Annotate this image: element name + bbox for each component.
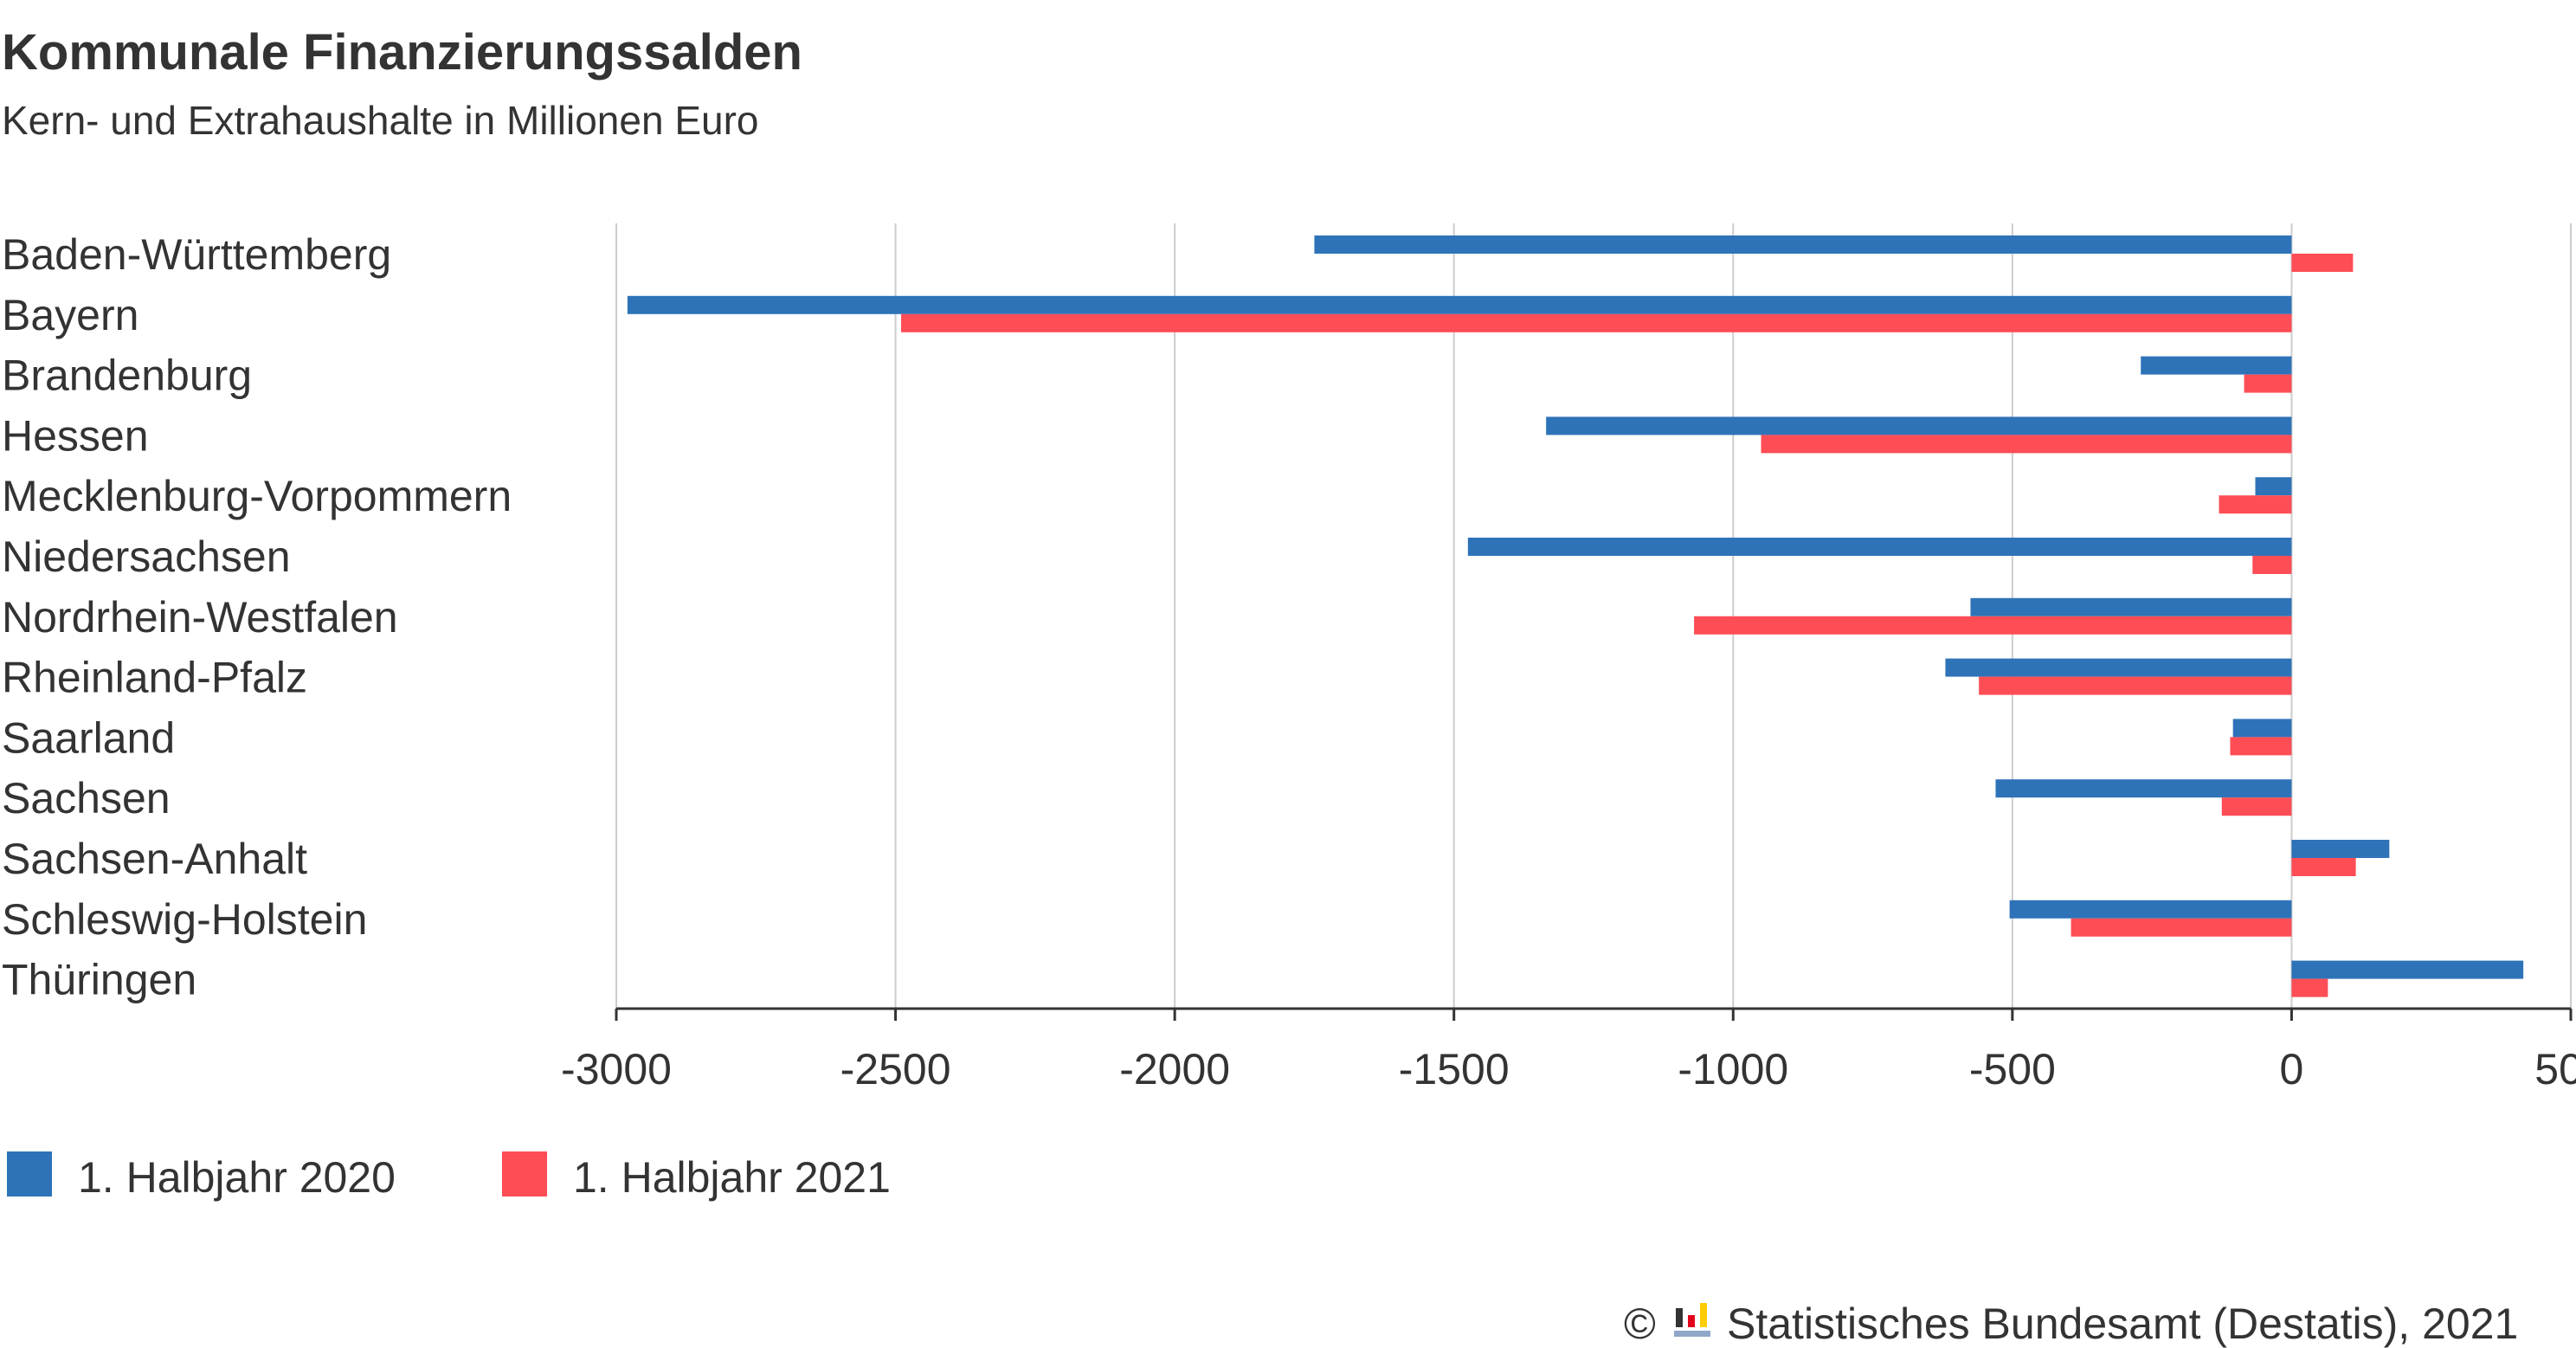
x-tick-label: -2000 [1119,1045,1230,1093]
bar-schleswig-holstein-2021[interactable] [2070,918,2292,937]
category-label-baden-wurttemberg: Baden-Württemberg [2,230,391,279]
bar-schleswig-holstein-2020[interactable] [2009,900,2292,919]
bar-saarland-2021[interactable] [2230,737,2292,756]
bar-niedersachsen-2020[interactable] [1467,538,2292,556]
bar-baden-wurttemberg-2020[interactable] [1314,235,2292,254]
bar-sachsen-anhalt-2021[interactable] [2291,858,2356,876]
legend-item-2020[interactable]: 1. Halbjahr 2020 [7,1151,396,1202]
category-label-brandenburg: Brandenburg [2,352,252,400]
bar-nordrhein-westfalen-2020[interactable] [1970,597,2292,616]
legend-item-2021[interactable]: 1. Halbjahr 2021 [502,1151,891,1202]
bar-nordrhein-westfalen-2021[interactable] [1694,616,2292,635]
category-label-thuringen: Thüringen [2,956,196,1004]
category-label-saarland: Saarland [2,713,175,762]
bar-sachsen-anhalt-2020[interactable] [2291,840,2390,858]
legend: 1. Halbjahr 2020 1. Halbjahr 2021 [7,1151,891,1202]
bar-sachsen-2020[interactable] [1995,779,2292,798]
bar-baden-wurttemberg-2021[interactable] [2291,254,2354,272]
copyright-symbol: © [1624,1300,1656,1348]
x-tick-label: 500 [2534,1045,2576,1093]
category-label-sachsen-anhalt: Sachsen-Anhalt [2,835,307,883]
legend-label-2021: 1. Halbjahr 2021 [573,1153,891,1202]
bar-bayern-2020[interactable] [627,295,2292,314]
bar-saarland-2020[interactable] [2232,719,2292,738]
category-label-sachsen: Sachsen [2,774,171,822]
bar-rheinland-pfalz-2021[interactable] [1979,676,2292,695]
x-axis-ticks: -3000 -2500 -2000 -1500 -1000 -500 0 500 [561,1009,2576,1093]
bar-brandenburg-2021[interactable] [2244,374,2292,393]
category-label-rheinland-pfalz: Rheinland-Pfalz [2,654,307,702]
legend-swatch-2020 [7,1151,52,1196]
bars [627,235,2524,997]
x-tick-label: -1000 [1678,1045,1788,1093]
x-tick-label: 0 [2280,1045,2304,1093]
bar-thuringen-2021[interactable] [2291,978,2328,997]
category-label-schleswig-holstein: Schleswig-Holstein [2,895,367,944]
category-label-hessen: Hessen [2,411,149,460]
bar-brandenburg-2020[interactable] [2141,356,2292,375]
category-label-bayern: Bayern [2,291,138,339]
legend-swatch-2021 [502,1151,547,1196]
chart-subtitle: Kern- und Extrahaushalte in Millionen Eu… [2,98,759,143]
x-tick-label: -3000 [561,1045,672,1093]
category-label-mecklenburg-vorpommern: Mecklenburg-Vorpommern [2,472,512,520]
x-tick-label: -1500 [1399,1045,1510,1093]
bar-hessen-2020[interactable] [1546,416,2292,435]
category-label-niedersachsen: Niedersachsen [2,532,291,581]
source-credit: © Statistisches Bundesamt (Destatis), 20… [1624,1300,2518,1348]
bar-rheinland-pfalz-2020[interactable] [1945,658,2292,677]
destatis-logo-icon [1674,1303,1710,1337]
source-text: Statistisches Bundesamt (Destatis), 2021 [1727,1300,2518,1348]
bar-niedersachsen-2021[interactable] [2252,556,2292,574]
category-label-nordrhein-westfalen: Nordrhein-Westfalen [2,593,398,642]
x-tick-label: -500 [1969,1045,2056,1093]
bar-bayern-2021[interactable] [901,313,2292,332]
x-tick-label: -2500 [840,1045,951,1093]
category-labels: Baden-Württemberg Bayern Brandenburg Hessen… [2,230,512,1004]
chart-title: Kommunale Finanzierungssalden [2,24,802,81]
bar-hessen-2021[interactable] [1761,435,2292,454]
bar-mecklenburg-vorpommern-2021[interactable] [2219,495,2292,514]
bar-thuringen-2020[interactable] [2291,960,2524,979]
legend-label-2020: 1. Halbjahr 2020 [78,1153,396,1202]
bar-sachsen-2021[interactable] [2221,797,2292,816]
bar-mecklenburg-vorpommern-2020[interactable] [2255,477,2292,496]
